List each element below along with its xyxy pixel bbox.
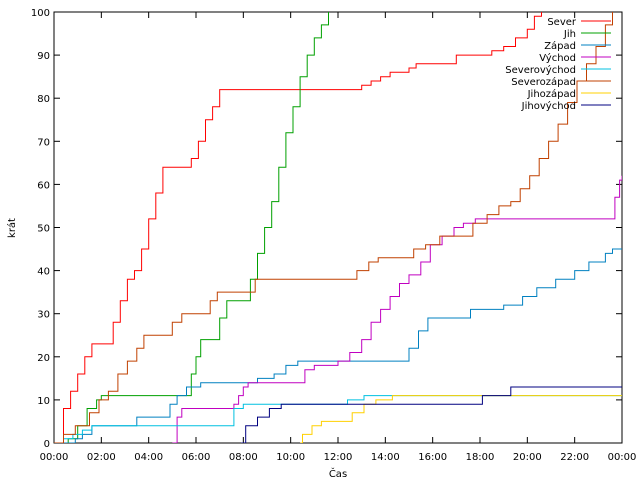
y-tick-label: 0 <box>44 439 50 450</box>
x-tick-label: 00:00 <box>40 452 69 463</box>
x-tick-label: 02:00 <box>87 452 116 463</box>
series-line-jihovychod <box>241 386 622 443</box>
y-tick-label: 100 <box>31 8 50 19</box>
legend-label-vychod: Východ <box>539 52 576 64</box>
series-lines <box>54 12 622 443</box>
legend-label-jihozapad: Jihozápad <box>527 88 576 100</box>
series-line-severovychod <box>56 395 622 443</box>
x-tick-label: 08:00 <box>229 452 258 463</box>
series-line-jihozapad <box>300 395 622 443</box>
y-axis: 0 10 20 30 40 50 60 70 80 90 100 <box>31 8 622 450</box>
y-tick-label: 60 <box>37 180 50 191</box>
legend-label-sever: Sever <box>547 17 577 28</box>
series-line-jih <box>54 12 329 443</box>
x-tick-label: 22:00 <box>560 452 589 463</box>
legend-label-severozapad: Severozápad <box>511 76 576 88</box>
x-tick-label: 12:00 <box>324 452 353 463</box>
series-line-vychod <box>172 175 622 443</box>
legend-label-jih: Jih <box>563 29 576 40</box>
y-tick-label: 30 <box>37 310 50 321</box>
x-axis: 00:00 02:00 04:00 06:00 08:00 10:00 12:00 14:00… <box>40 12 637 463</box>
y-tick-label: 50 <box>37 224 50 235</box>
series-line-severozapad <box>54 12 613 443</box>
x-tick-label: 10:00 <box>276 452 305 463</box>
y-tick-label: 90 <box>37 51 50 62</box>
y-axis-title: krát <box>6 218 18 238</box>
x-tick-label: 18:00 <box>466 452 495 463</box>
series-line-zapad <box>54 248 622 443</box>
series-line-sever <box>56 12 542 443</box>
x-tick-label: 04:00 <box>134 452 163 463</box>
y-tick-label: 70 <box>37 137 50 148</box>
x-tick-label: 20:00 <box>513 452 542 463</box>
y-tick-label: 20 <box>37 353 50 364</box>
legend-label-severovychod: Severovýchod <box>505 64 576 76</box>
x-tick-label: 06:00 <box>182 452 211 463</box>
x-tick-label: 16:00 <box>418 452 447 463</box>
legend: SeverJihZápadVýchodSeverovýchodSeverozáp… <box>505 17 611 112</box>
legend-label-zapad: Západ <box>544 40 576 52</box>
legend-label-jihovychod: Jihovýchod <box>521 100 576 112</box>
x-axis-title: Čas <box>329 467 347 480</box>
y-tick-label: 80 <box>37 94 50 105</box>
y-tick-label: 10 <box>37 396 50 407</box>
x-tick-label: 14:00 <box>371 452 400 463</box>
x-tick-label: 00:00 <box>608 452 637 463</box>
y-tick-label: 40 <box>37 267 50 278</box>
